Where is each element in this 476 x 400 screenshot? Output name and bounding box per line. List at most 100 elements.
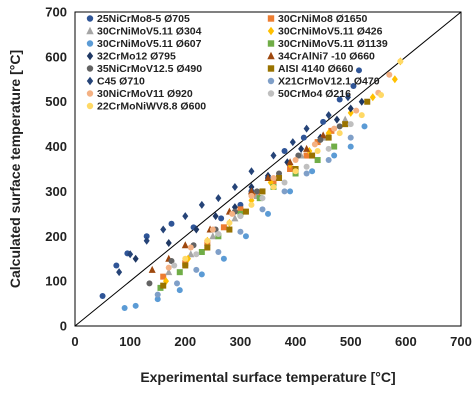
data-point (341, 115, 349, 123)
data-point (303, 124, 310, 133)
data-point (336, 123, 343, 130)
data-point (300, 134, 307, 141)
data-point (154, 291, 161, 298)
y-tick-label: 200 (45, 229, 67, 244)
data-point (148, 265, 156, 273)
y-tick-label: 500 (45, 94, 67, 109)
data-point (303, 152, 310, 159)
data-point (168, 257, 175, 264)
legend-marker (267, 90, 275, 97)
data-point (355, 67, 362, 74)
x-tick-label: 500 (340, 334, 362, 349)
data-point (270, 174, 277, 181)
legend-label: 30CrNiMoV5.11 Ø1139 (278, 38, 388, 50)
data-point (229, 210, 236, 217)
data-point (331, 152, 338, 159)
x-tick-labels: 0 100 200 300 400 500 600 700 (71, 334, 471, 349)
legend-marker (267, 26, 275, 36)
data-point (311, 141, 318, 148)
data-point (121, 305, 128, 312)
data-point (259, 206, 266, 213)
data-point (347, 143, 354, 150)
y-tick-label: 600 (45, 49, 67, 64)
data-point (397, 58, 404, 65)
legend-label: X21CrMoV12.1 Ø470 (278, 76, 380, 88)
data-point (220, 255, 227, 262)
data-point (218, 215, 225, 222)
data-point (215, 194, 222, 203)
data-point (160, 273, 167, 280)
data-point (331, 143, 338, 150)
data-point (113, 262, 120, 269)
data-point (231, 182, 238, 191)
data-point (358, 112, 365, 119)
legend-marker (267, 51, 275, 60)
data-point (353, 107, 360, 114)
data-point (160, 225, 167, 234)
data-point (333, 115, 340, 124)
data-point (237, 206, 244, 213)
data-point (259, 188, 266, 195)
data-point (193, 266, 200, 273)
y-tick-labels: 0 100 200 300 400 500 600 700 (45, 5, 67, 334)
y-axis-label: Calculated surface temperature [°C] (7, 50, 23, 288)
data-point (303, 144, 311, 152)
data-point (378, 91, 385, 98)
legend-label: 35NiCrMoV12.5 Ø490 (97, 63, 202, 75)
data-point (168, 220, 175, 227)
data-point (248, 182, 255, 191)
data-point (176, 269, 183, 276)
legend-marker (86, 102, 94, 110)
data-point (325, 134, 332, 141)
data-point (325, 145, 332, 152)
legend-marker (86, 90, 94, 97)
data-point (242, 233, 249, 240)
data-point (247, 187, 255, 195)
legend-marker (86, 76, 94, 86)
data-point (182, 255, 189, 262)
data-point (182, 262, 189, 269)
data-point (248, 201, 255, 208)
data-point (319, 131, 327, 139)
data-point (116, 268, 123, 277)
x-tick-label: 600 (395, 334, 417, 349)
data-point (276, 174, 283, 181)
data-point (314, 148, 321, 155)
data-point (309, 152, 316, 159)
y-tick-label: 300 (45, 184, 67, 199)
data-point (165, 264, 172, 271)
data-point (314, 139, 321, 146)
data-point (226, 219, 233, 226)
data-point (292, 157, 299, 164)
data-point (281, 179, 288, 186)
legend-marker (86, 51, 94, 61)
legend-label: 25NiCrMo8-5 Ø705 (97, 13, 190, 25)
data-point (204, 244, 211, 251)
data-point (127, 250, 134, 259)
data-point (287, 188, 294, 195)
y-tick-label: 0 (60, 319, 67, 334)
data-point (281, 148, 288, 155)
data-point (336, 130, 343, 137)
data-point (209, 226, 216, 233)
data-point (193, 251, 200, 258)
data-point (270, 151, 277, 160)
data-point (314, 157, 321, 164)
legend-label: 22CrMoNiWV8.8 Ø600 (97, 101, 206, 113)
data-point (386, 71, 393, 78)
x-tick-label: 400 (285, 334, 307, 349)
y-tick-label: 100 (45, 274, 67, 289)
data-point (253, 188, 260, 195)
data-point (242, 208, 249, 215)
data-point (193, 225, 200, 234)
data-point (160, 282, 167, 289)
data-point (342, 121, 349, 128)
data-point (320, 118, 327, 125)
data-point (361, 123, 368, 130)
data-point (187, 244, 194, 251)
data-point (292, 168, 299, 175)
data-point (347, 121, 354, 128)
data-point (350, 83, 357, 90)
